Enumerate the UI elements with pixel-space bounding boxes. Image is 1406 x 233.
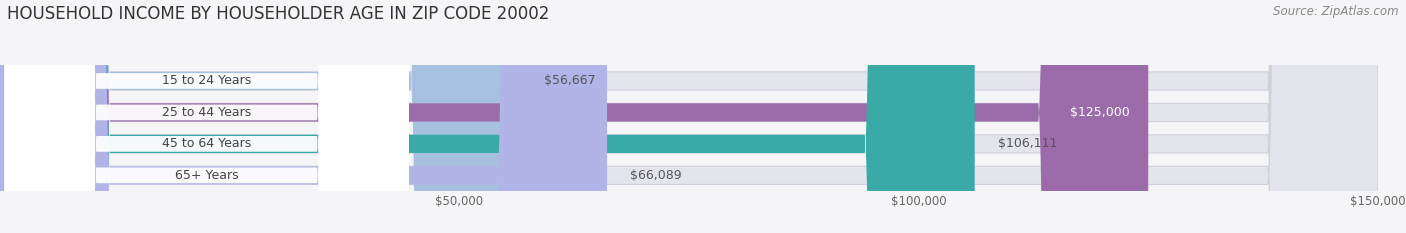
- FancyBboxPatch shape: [0, 0, 1149, 233]
- FancyBboxPatch shape: [0, 0, 520, 233]
- FancyBboxPatch shape: [4, 0, 409, 233]
- FancyBboxPatch shape: [0, 0, 974, 233]
- Text: 45 to 64 Years: 45 to 64 Years: [162, 137, 252, 150]
- FancyBboxPatch shape: [4, 0, 409, 233]
- Text: HOUSEHOLD INCOME BY HOUSEHOLDER AGE IN ZIP CODE 20002: HOUSEHOLD INCOME BY HOUSEHOLDER AGE IN Z…: [7, 5, 550, 23]
- Text: 25 to 44 Years: 25 to 44 Years: [162, 106, 252, 119]
- Text: $125,000: $125,000: [1070, 106, 1130, 119]
- Text: $66,089: $66,089: [630, 169, 682, 182]
- Text: Source: ZipAtlas.com: Source: ZipAtlas.com: [1274, 5, 1399, 18]
- FancyBboxPatch shape: [4, 0, 409, 233]
- Text: $106,111: $106,111: [998, 137, 1057, 150]
- Text: 15 to 24 Years: 15 to 24 Years: [162, 75, 252, 87]
- Text: 65+ Years: 65+ Years: [174, 169, 239, 182]
- Text: $56,667: $56,667: [544, 75, 595, 87]
- FancyBboxPatch shape: [0, 0, 607, 233]
- FancyBboxPatch shape: [4, 0, 409, 233]
